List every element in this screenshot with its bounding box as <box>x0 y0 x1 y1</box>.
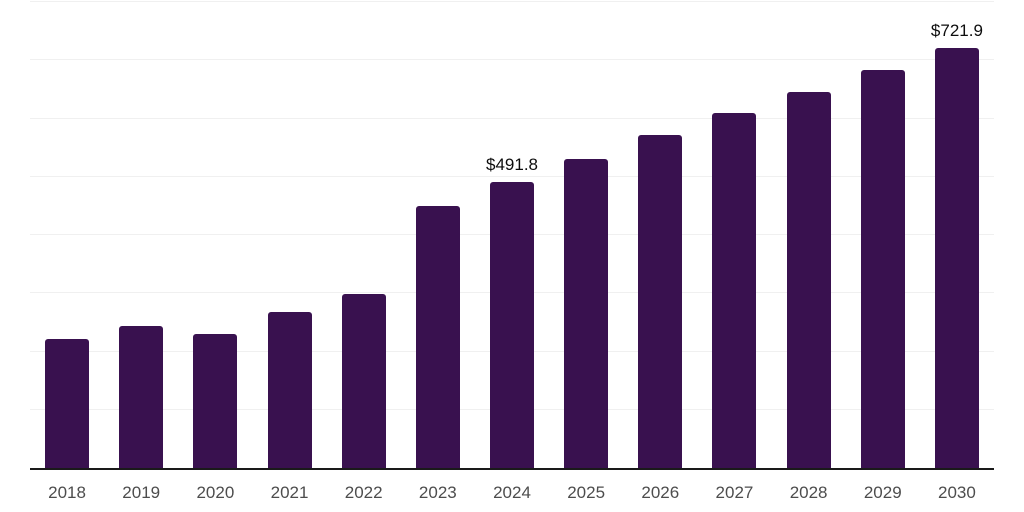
x-tick-2026: 2026 <box>641 483 680 502</box>
bar-2026 <box>638 135 683 468</box>
x-tick-2023: 2023 <box>418 483 457 502</box>
x-tick-2021: 2021 <box>270 483 309 502</box>
x-tick-2024: 2024 <box>493 483 531 502</box>
bar-2020 <box>193 334 238 468</box>
x-tick-2020: 2020 <box>196 483 235 502</box>
plot-area: $491.8 $721.9 <box>30 0 994 470</box>
bar-2022 <box>341 293 386 468</box>
x-axis-tick-labels: 2018 2019 2020 2021 2022 2023 2024 2025 2026 2027… <box>30 483 994 505</box>
gridline-600 <box>30 117 994 119</box>
bar-2021 <box>267 311 312 468</box>
gridline-700 <box>30 59 994 61</box>
bar-2024 <box>490 181 534 468</box>
bar-2028 <box>786 91 831 468</box>
x-tick-2028: 2028 <box>789 483 828 502</box>
bar-2030 <box>934 47 979 468</box>
x-axis-line <box>30 468 994 470</box>
x-tick-2027: 2027 <box>715 483 754 502</box>
gridline-500 <box>30 175 994 177</box>
bar-2029 <box>860 69 905 468</box>
x-tick-2018: 2018 <box>48 483 86 502</box>
gridline-800 <box>30 1 994 2</box>
x-tick-2019: 2019 <box>122 483 161 502</box>
x-tick-2030: 2030 <box>938 483 976 502</box>
bar-2025 <box>564 158 609 468</box>
x-tick-2025: 2025 <box>567 483 606 502</box>
value-label-2024: $491.8 <box>486 154 538 174</box>
value-label-2030: $721.9 <box>930 20 983 40</box>
bar-2019 <box>119 325 164 468</box>
x-tick-2029: 2029 <box>863 483 902 502</box>
bar-2018 <box>45 339 90 468</box>
bar-2027 <box>712 112 757 468</box>
bar-2023 <box>415 205 460 468</box>
x-tick-2022: 2022 <box>344 483 383 502</box>
